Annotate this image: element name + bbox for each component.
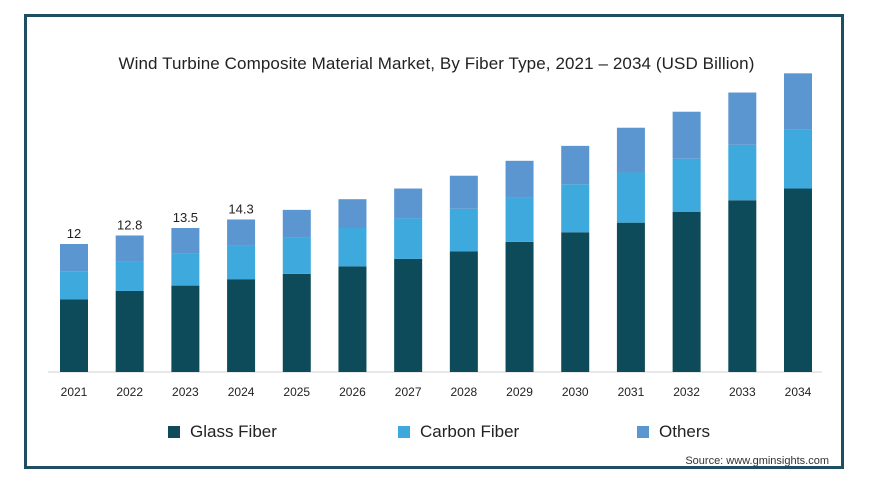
bar-others-2021: [60, 244, 88, 272]
legend-item-glass-fiber: Glass Fiber: [168, 422, 277, 442]
bar-others-2024: [227, 219, 256, 246]
x-tick-label-2021: 2021: [61, 385, 88, 399]
chart-frame: [24, 14, 844, 469]
legend-label-others: Others: [659, 422, 711, 441]
bar-carbon-fiber-2029: [505, 197, 534, 242]
bar-carbon-fiber-2034: [784, 129, 812, 189]
bar-others-2025: [282, 209, 311, 238]
bar-glass-fiber-2026: [338, 266, 367, 372]
x-tick-label-2033: 2033: [729, 385, 756, 399]
bar-glass-fiber-2021: [60, 299, 88, 372]
legend-swatch-carbon-fiber: [398, 426, 410, 438]
bar-glass-fiber-2028: [449, 251, 478, 372]
bar-glass-fiber-2023: [171, 285, 200, 372]
x-tick-label-2030: 2030: [562, 385, 589, 399]
legend-item-carbon-fiber: Carbon Fiber: [398, 422, 519, 442]
data-label-2024: 14.3: [228, 201, 253, 216]
bar-glass-fiber-2022: [115, 290, 144, 372]
legend-swatch-others: [637, 426, 649, 438]
x-tick-label-2024: 2024: [228, 385, 255, 399]
bar-others-2030: [561, 145, 590, 185]
bar-others-2022: [115, 235, 144, 262]
bar-glass-fiber-2034: [784, 188, 812, 372]
data-label-2022: 12.8: [117, 217, 142, 232]
bar-others-2034: [784, 73, 812, 130]
bar-others-2031: [616, 127, 645, 173]
x-tick-label-2023: 2023: [172, 385, 199, 399]
bar-others-2033: [728, 92, 757, 145]
x-tick-label-2032: 2032: [673, 385, 700, 399]
bar-glass-fiber-2025: [282, 273, 311, 372]
x-tick-label-2034: 2034: [785, 385, 812, 399]
bar-carbon-fiber-2028: [449, 208, 478, 252]
bar-others-2029: [505, 160, 534, 198]
bar-others-2032: [672, 111, 701, 159]
legend-item-others: Others: [637, 422, 710, 442]
bar-others-2026: [338, 199, 367, 228]
x-tick-label-2027: 2027: [395, 385, 422, 399]
bar-others-2028: [449, 175, 478, 209]
x-tick-label-2025: 2025: [283, 385, 310, 399]
bar-carbon-fiber-2031: [616, 172, 645, 223]
x-tick-label-2026: 2026: [339, 385, 366, 399]
bar-glass-fiber-2031: [616, 222, 645, 372]
x-tick-label-2031: 2031: [618, 385, 645, 399]
bar-carbon-fiber-2026: [338, 228, 367, 267]
bar-glass-fiber-2033: [728, 200, 757, 372]
bar-carbon-fiber-2021: [60, 271, 88, 300]
bar-carbon-fiber-2024: [227, 245, 256, 280]
bar-others-2023: [171, 228, 200, 254]
x-tick-label-2029: 2029: [506, 385, 533, 399]
x-tick-label-2028: 2028: [450, 385, 477, 399]
bar-carbon-fiber-2023: [171, 253, 200, 286]
bar-glass-fiber-2030: [561, 232, 590, 372]
x-tick-label-2022: 2022: [116, 385, 143, 399]
bar-carbon-fiber-2027: [394, 218, 423, 259]
chart-title: Wind Turbine Composite Material Market, …: [118, 54, 755, 73]
legend: Glass Fiber Carbon Fiber Others: [0, 422, 873, 444]
bars-group: [60, 73, 812, 372]
bar-carbon-fiber-2032: [672, 158, 701, 212]
data-labels: 12 12.8 13.5 14.3: [67, 201, 254, 241]
bar-glass-fiber-2027: [394, 258, 423, 372]
bar-glass-fiber-2024: [227, 279, 256, 372]
data-label-2023: 13.5: [173, 210, 198, 225]
source-text: Source: www.gminsights.com: [685, 455, 829, 467]
bar-others-2027: [394, 188, 423, 219]
legend-label-carbon-fiber: Carbon Fiber: [420, 422, 520, 441]
x-tick-labels: 2021 2022 2023 2024 2025 2026 2027 2028 2029 2030…: [61, 385, 812, 399]
bar-carbon-fiber-2022: [115, 261, 144, 291]
legend-label-glass-fiber: Glass Fiber: [190, 422, 277, 441]
data-label-2021: 12: [67, 226, 81, 241]
bar-glass-fiber-2032: [672, 212, 701, 372]
bar-carbon-fiber-2025: [282, 237, 311, 274]
bar-glass-fiber-2029: [505, 241, 534, 372]
bar-carbon-fiber-2030: [561, 184, 590, 233]
legend-swatch-glass-fiber: [168, 426, 180, 438]
bar-carbon-fiber-2033: [728, 144, 757, 201]
